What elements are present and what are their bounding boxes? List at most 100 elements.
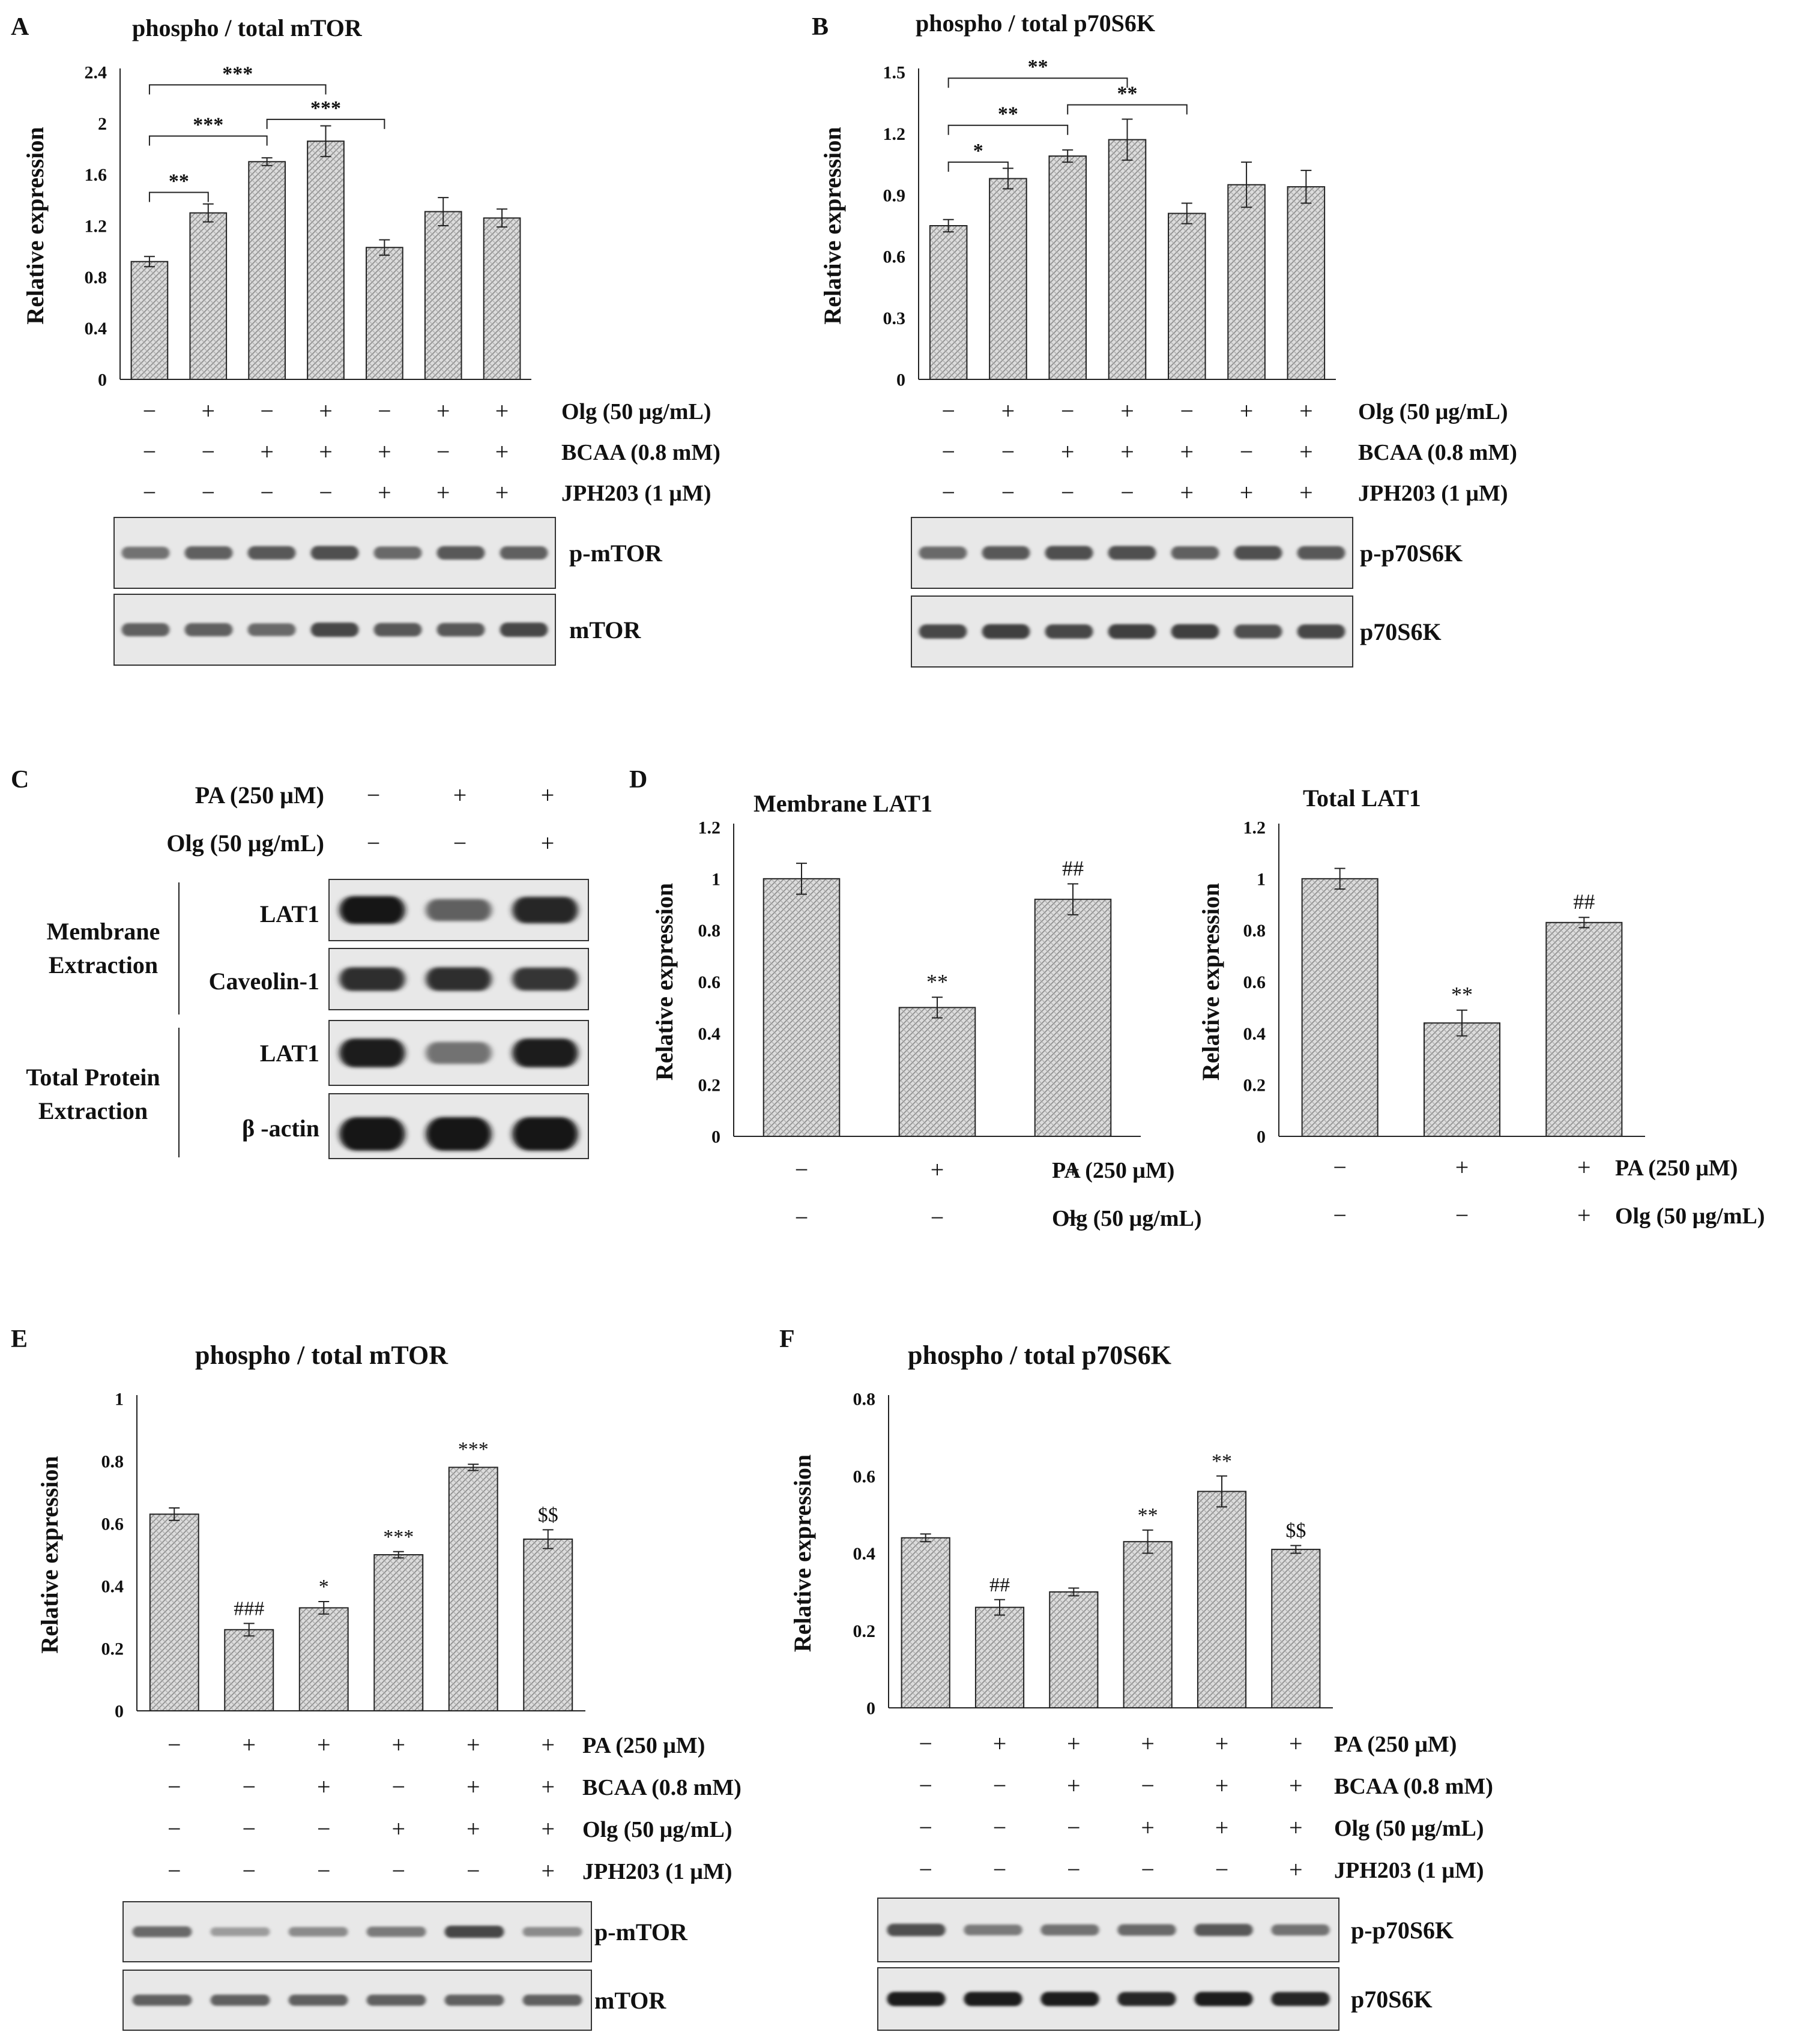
condition-sign: − (919, 1856, 932, 1883)
condition-sign: − (1061, 397, 1075, 424)
bar (366, 247, 403, 380)
condition-sign: + (436, 397, 450, 424)
significance-label: *** (383, 1526, 414, 1548)
condition-sign: + (1067, 1772, 1081, 1799)
condition-sign: − (260, 479, 274, 506)
y-axis-label: Relative expression (651, 883, 678, 1081)
condition-label: BCAA (0.8 mM) (561, 440, 720, 465)
significance-label: * (319, 1576, 329, 1598)
blot-band (210, 1994, 270, 2006)
blot-band (1045, 624, 1093, 639)
condition-label: PA (250 μM) (195, 782, 324, 809)
blot-band (512, 896, 578, 924)
condition-sign: − (1001, 438, 1015, 465)
panel-letter: F (779, 1325, 795, 1353)
significance-label: $$ (1285, 1520, 1306, 1542)
condition-sign: + (1061, 438, 1075, 465)
blot-frame (122, 1901, 592, 1962)
y-tick-label: 2 (98, 114, 107, 134)
blot-band (339, 1117, 405, 1151)
significance-label: ** (1028, 56, 1048, 78)
condition-sign: + (1066, 1204, 1080, 1231)
condition-sign: + (378, 479, 391, 506)
blot-label: p70S6K (1360, 618, 1442, 645)
blot-band (1040, 1924, 1099, 1936)
blot-label: mTOR (594, 1987, 666, 2014)
bar (483, 217, 521, 380)
blot-strip: mTOR (122, 1970, 666, 2031)
blot-band (522, 1994, 582, 2006)
blot-band (512, 1038, 578, 1068)
condition-sign: − (1215, 1856, 1229, 1883)
blot-band (982, 624, 1030, 639)
condition-sign: + (260, 438, 274, 465)
condition-label: JPH203 (1 μM) (582, 1859, 732, 1884)
blot-band (444, 1994, 504, 2006)
chart-b: phospho / total p70S6K Relative expressio… (819, 10, 1517, 506)
y-tick-label: 1.2 (883, 124, 906, 144)
condition-sign: + (1120, 397, 1134, 424)
condition-sign: − (1141, 1772, 1155, 1799)
condition-label: PA (250 μM) (582, 1733, 705, 1758)
y-axis-label: Relative expression (819, 127, 846, 324)
y-tick-label: 0.6 (883, 247, 906, 267)
blot-band (373, 623, 422, 637)
blot-frame (122, 1970, 592, 2031)
chart-title: phospho / total p70S6K (916, 10, 1155, 37)
condition-sign: − (931, 1204, 944, 1231)
condition-sign: − (436, 438, 450, 465)
condition-label: Olg (50 μg/mL) (1358, 399, 1508, 424)
condition-label: Olg (50 μg/mL) (166, 830, 324, 857)
blot-band (426, 1117, 492, 1151)
y-tick-label: 0 (115, 1702, 124, 1722)
y-tick-label: 0.9 (883, 185, 906, 205)
condition-label: BCAA (0.8 mM) (582, 1775, 741, 1800)
blot-band (887, 1992, 946, 2006)
blot-band (132, 1926, 192, 1937)
blot-band (366, 1994, 426, 2006)
condition-label: Olg (50 μg/mL) (1052, 1206, 1202, 1231)
group-label: Membrane Extraction (47, 918, 160, 978)
bar (1123, 1541, 1173, 1708)
y-tick-label: 1.2 (698, 818, 721, 838)
y-tick-label: 2.4 (85, 63, 107, 83)
bar (149, 1513, 199, 1711)
condition-sign: + (1240, 479, 1254, 506)
condition-sign: + (391, 1731, 405, 1758)
condition-sign: − (391, 1857, 405, 1884)
blot-band (1045, 546, 1093, 560)
bar (1287, 186, 1326, 380)
y-tick-label: 0.4 (1243, 1024, 1266, 1044)
condition-sign: + (391, 1815, 405, 1842)
bar (1049, 1591, 1099, 1708)
y-tick-label: 0.6 (698, 972, 721, 992)
condition-label: PA (250 μM) (1615, 1156, 1738, 1181)
condition-sign: − (795, 1204, 809, 1231)
condition-sign: + (453, 782, 467, 809)
significance-label: *** (193, 114, 223, 136)
condition-sign: + (1141, 1730, 1155, 1757)
blot-label: p70S6K (1351, 1986, 1433, 2013)
bar (1108, 139, 1147, 380)
blot-band (1117, 1924, 1176, 1936)
condition-sign: + (495, 438, 509, 465)
condition-sign: + (1455, 1154, 1469, 1181)
blot-strip: p-mTOR (122, 1901, 688, 1962)
condition-sign: + (1067, 1730, 1081, 1757)
y-tick-label: 1.2 (1243, 818, 1266, 838)
condition-sign: − (1061, 479, 1075, 506)
significance-label: ## (1062, 856, 1084, 880)
condition-sign: − (1120, 479, 1134, 506)
condition-sign: − (202, 438, 216, 465)
blot-strip (328, 1093, 589, 1159)
bar (1227, 184, 1266, 380)
blot-strip: p-p70S6K (911, 517, 1463, 589)
y-tick-label: 0.2 (698, 1076, 721, 1096)
chart-f: phospho / total p70S6K Relative expressio… (789, 1340, 1493, 1883)
blot-label: mTOR (569, 617, 641, 644)
condition-sign: + (1289, 1856, 1303, 1883)
chart-title: Membrane LAT1 (753, 790, 932, 817)
bar (523, 1539, 573, 1711)
significance-bracket (1067, 104, 1188, 115)
blot-label: p-p70S6K (1351, 1917, 1454, 1944)
